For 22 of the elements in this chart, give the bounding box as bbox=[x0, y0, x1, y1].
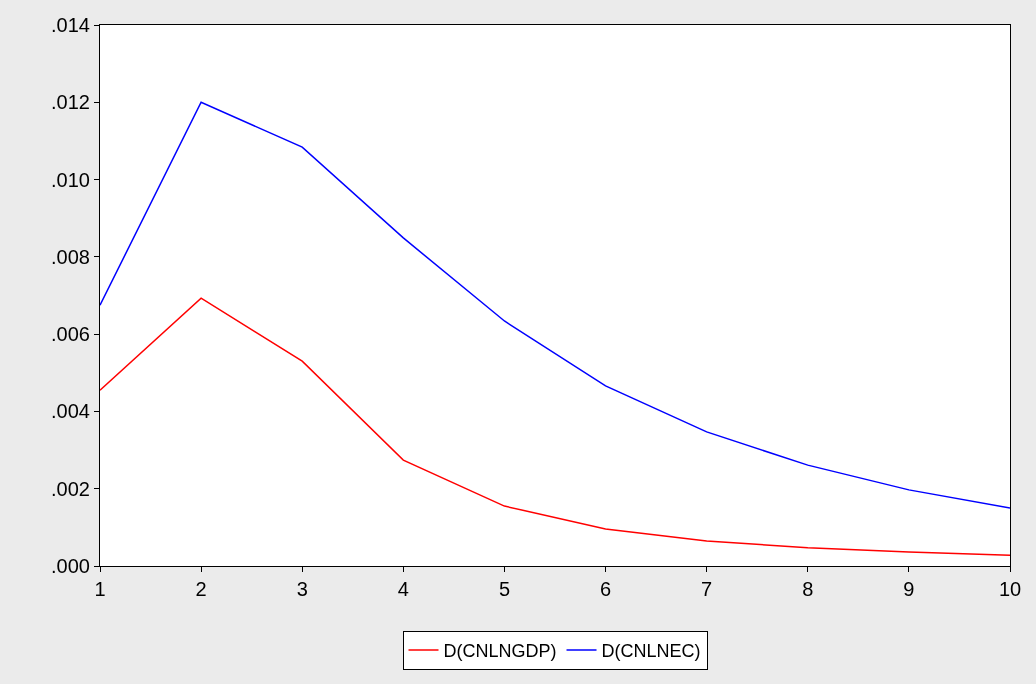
legend-label: D(CNLNGDP) bbox=[443, 641, 557, 662]
y-tick-label: .012 bbox=[51, 91, 90, 114]
x-tick-label: 7 bbox=[701, 578, 713, 600]
x-tick-label: 6 bbox=[600, 578, 612, 600]
y-tick-label: .004 bbox=[51, 400, 90, 423]
legend-label: D(CNLNEC) bbox=[601, 641, 701, 662]
x-tick-label: 9 bbox=[903, 578, 915, 600]
line-series bbox=[100, 101, 1010, 509]
line-series bbox=[100, 297, 1010, 556]
x-tick-label: 1 bbox=[94, 578, 106, 600]
y-tick-label: .014 bbox=[51, 14, 90, 36]
y-tick-label: .006 bbox=[51, 323, 90, 346]
x-tick-label: 4 bbox=[397, 578, 409, 600]
x-tick-label: 5 bbox=[498, 578, 510, 600]
y-tick-label: .000 bbox=[51, 555, 90, 577]
y-tick-label: .008 bbox=[51, 245, 90, 268]
x-tick-label: 3 bbox=[296, 578, 308, 600]
x-tick-label: 8 bbox=[802, 578, 814, 600]
y-tick-label: .010 bbox=[51, 168, 90, 191]
x-tick-label: 10 bbox=[998, 578, 1022, 600]
y-tick-label: .002 bbox=[51, 477, 90, 500]
x-tick-label: 2 bbox=[195, 578, 207, 600]
